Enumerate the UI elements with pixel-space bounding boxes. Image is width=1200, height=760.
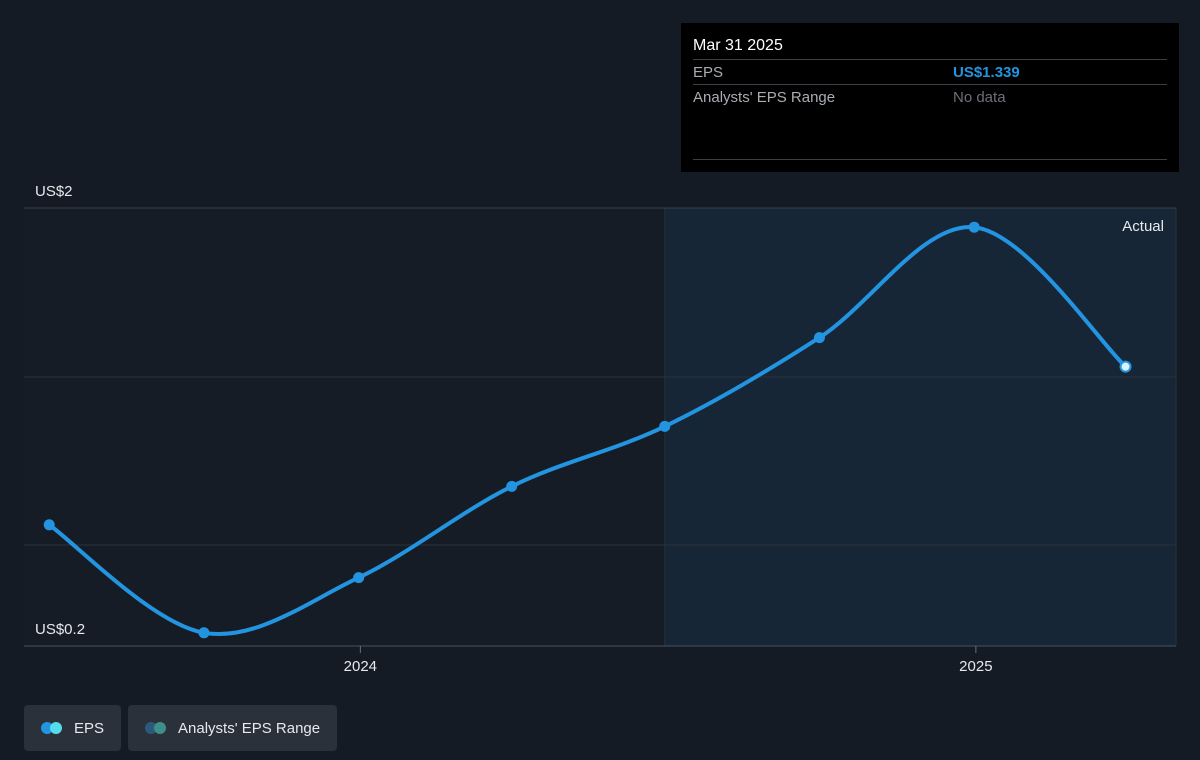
eps-points	[43, 221, 1132, 639]
eps-point-7	[968, 221, 980, 233]
legend-dot-secondary	[50, 722, 62, 734]
chart-background	[24, 208, 1177, 646]
x-axis-ticks: 2024 2025	[344, 646, 993, 675]
legend-dot-secondary	[154, 722, 167, 734]
eps-point-4	[506, 480, 518, 492]
chart-legend: EPS Analysts' EPS Range	[24, 705, 338, 751]
tooltip-row-eps: EPS US$1.339	[693, 59, 1167, 84]
actual-region	[664, 208, 1176, 646]
x-tick-label-2024: 2024	[344, 658, 377, 675]
actual-region-label: Actual	[1122, 218, 1164, 235]
eps-point-5	[659, 420, 671, 432]
past-region	[24, 208, 665, 646]
eps-point-1	[43, 519, 55, 531]
eps-legend-dots-icon	[41, 722, 65, 734]
eps-point-6	[813, 332, 825, 344]
chart-labels: US$2 US$0.2 Actual	[35, 183, 1164, 638]
legend-eps-label: EPS	[74, 719, 105, 737]
x-tick-label-2025: 2025	[959, 658, 992, 675]
legend-item-analysts-range[interactable]: Analysts' EPS Range	[128, 705, 338, 751]
y-tick-bottom-label: US$0.2	[35, 621, 85, 638]
analysts-range-legend-dots-icon	[145, 722, 169, 734]
eps-point-3	[353, 572, 365, 584]
chart-grid	[24, 207, 1176, 647]
tooltip-eps-label: EPS	[693, 63, 724, 81]
eps-series-line	[47, 225, 1128, 636]
tooltip-divider	[693, 159, 1167, 160]
y-tick-top-label: US$2	[35, 183, 73, 200]
eps-point-2	[198, 627, 210, 639]
tooltip-range-label: Analysts' EPS Range	[693, 88, 836, 106]
tooltip-eps-value: US$1.339	[953, 63, 1020, 81]
tooltip-date: Mar 31 2025	[693, 37, 783, 54]
eps-tooltip: Mar 31 2025 EPS US$1.339 Analysts' EPS R…	[681, 23, 1179, 172]
tooltip-row-range: Analysts' EPS Range No data	[693, 84, 1167, 109]
legend-analysts-range-label: Analysts' EPS Range	[178, 719, 321, 737]
legend-item-eps[interactable]: EPS	[24, 705, 122, 751]
eps-point-8	[1119, 360, 1132, 373]
tooltip-range-value: No data	[953, 88, 1006, 106]
